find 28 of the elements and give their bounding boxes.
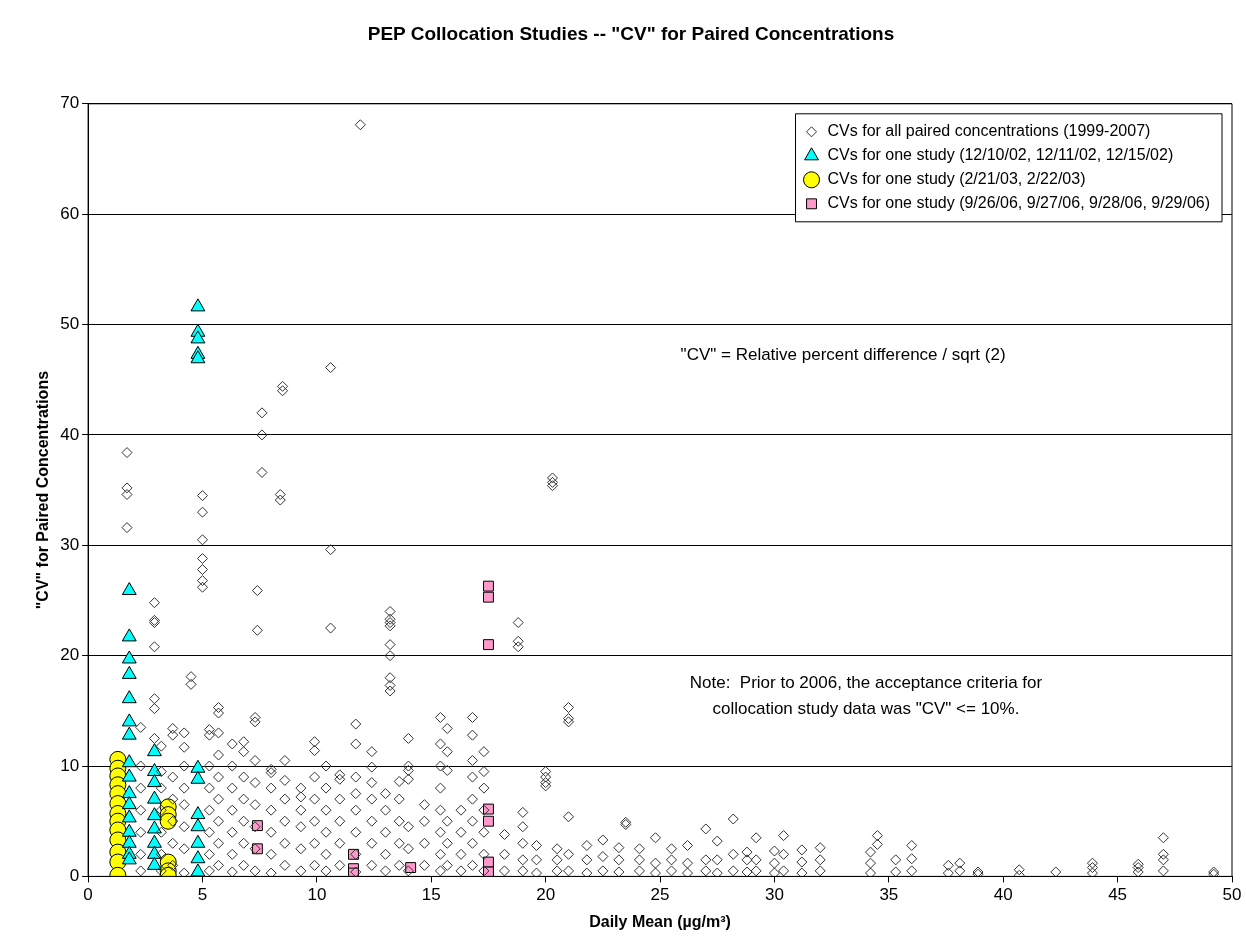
y-tick-label: 20 (60, 645, 80, 665)
x-tick-label: 0 (83, 885, 93, 905)
annotation: "CV" = Relative percent difference / sqrt (2) (680, 344, 1006, 364)
x-tick-label: 25 (650, 885, 670, 905)
chart-title: PEP Collocation Studies -- "CV" for Paired Concentrations (367, 22, 895, 44)
y-tick-label: 50 (60, 314, 80, 334)
x-tick-label: 35 (879, 885, 899, 905)
legend-label: CVs for one study (9/26/06, 9/27/06, 9/28/06, 9/29/06) (827, 194, 1211, 212)
x-tick-label: 50 (1222, 885, 1242, 905)
x-tick-label: 10 (307, 885, 327, 905)
legend-label: CVs for one study (2/21/03, 2/22/03) (827, 170, 1086, 188)
y-tick-label: 60 (60, 203, 80, 223)
y-tick-label: 70 (60, 93, 80, 113)
annotation: Note: Prior to 2006, the acceptance criteria for collocation study data was "CV" <= 10%. (689, 672, 1043, 718)
x-tick-label: 5 (197, 885, 208, 905)
y-axis-title: "CV" for Paired Concentrations (34, 370, 52, 610)
x-tick-label: 40 (993, 885, 1013, 905)
y-tick-label: 0 (69, 866, 80, 886)
x-axis-title: Daily Mean (µg/m³) (589, 912, 731, 930)
x-tick-label: 15 (421, 885, 441, 905)
y-tick-label: 10 (60, 755, 80, 775)
y-tick-label: 30 (60, 534, 80, 554)
y-tick-label: 40 (60, 424, 80, 444)
x-tick-label: 45 (1108, 885, 1128, 905)
x-tick-label: 30 (764, 885, 784, 905)
legend-label: CVs for all paired concentrations (1999-2007) (827, 122, 1151, 140)
legend-label: CVs for one study (12/10/02, 12/11/02, 12/15/02) (827, 146, 1174, 164)
x-tick-label: 20 (536, 885, 556, 905)
